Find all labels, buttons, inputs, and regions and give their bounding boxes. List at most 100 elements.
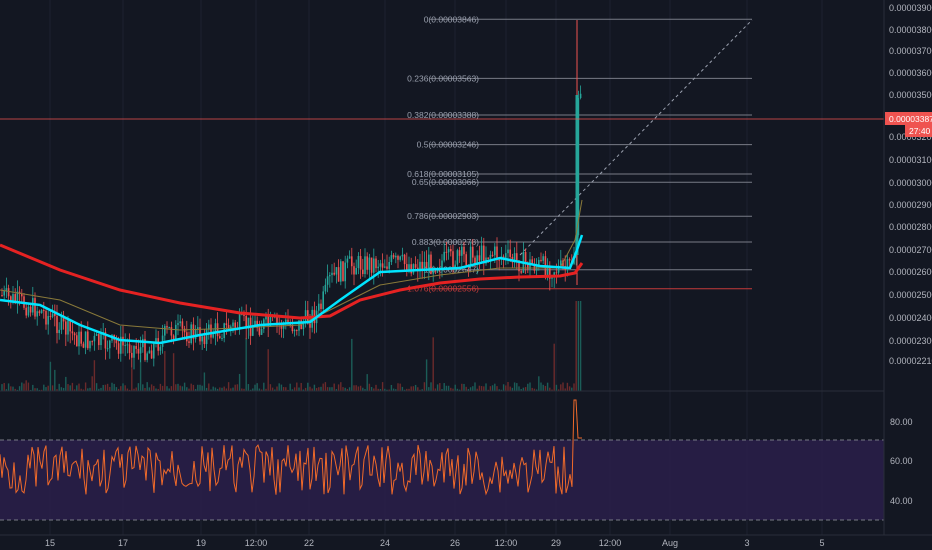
volume-bar [577,301,580,391]
candle-body [480,245,483,261]
volume-bar [423,382,426,391]
volume-bar [102,384,104,391]
candle-body [194,329,197,339]
candle-body [414,264,417,268]
volume-bar [122,383,124,391]
candle-body [183,328,186,333]
volume-bar [254,384,256,391]
candle-body [513,253,516,263]
volume-bar [395,389,397,391]
volume-bar [443,383,445,391]
volume-bar [467,389,470,391]
volume-bar [340,382,342,391]
candle-body [67,320,69,335]
volume-bar [267,349,269,391]
volume-bar [384,388,386,391]
volume-bar [419,389,421,391]
volume-bar [355,385,357,391]
volume-bar [60,387,63,391]
volume-bar [227,382,230,391]
candle-body [175,324,177,340]
candle-body [388,262,390,269]
volume-bar [533,388,536,391]
candle-body [463,246,465,255]
candle-body [100,334,102,346]
volume-bar [82,389,85,391]
volume-bar [51,385,54,391]
volume-bar [18,386,21,391]
volume-bar [337,384,340,391]
candle-body [212,334,214,338]
candle-body [225,323,228,326]
candle-body [51,313,54,317]
volume-bar [98,388,100,391]
candle-body [518,260,520,272]
candle-body [115,339,118,344]
fib-trend-line[interactable] [519,19,753,256]
candle-body [399,256,401,260]
volume-bar [322,383,324,391]
volume-bar [265,388,267,391]
volume-bar [199,384,201,391]
time-scale-label: 12:00 [495,538,518,548]
volume-bar [333,383,335,391]
volume-bar [335,389,338,391]
volume-bar [80,388,82,391]
candle-body [364,256,366,275]
volume-bar [139,354,142,391]
fibonacci-retracement[interactable]: 0(0.00003846) 0.236(0.00003563) 0.382(0.00… [407,14,752,294]
candle-body [390,255,393,263]
volume-bar [25,380,27,391]
candle-body [302,322,305,330]
volume-bar [135,387,137,391]
volume-bar [287,389,289,391]
price-scale-label: 0.00002400 [889,313,932,323]
time-scale-label: 5 [819,538,824,548]
price-scale[interactable]: 0.00003900 0.00003800 0.00003700 0.00003600… [883,0,932,535]
candle-body [205,329,208,345]
candle-body [109,340,111,349]
volume-bar [276,386,278,391]
candle-body [516,253,518,261]
candle-body [216,323,219,337]
volume-bar [483,386,485,391]
volume-bar [489,386,492,391]
volume-bar [445,385,448,391]
volume-bar [329,387,331,391]
rsi-pane[interactable] [0,399,884,521]
candle-body [392,255,395,258]
volume-bar [351,338,353,391]
candle-body [12,294,14,303]
volume-bar [364,389,366,391]
candle-body [309,323,311,328]
volume-bar [12,386,14,391]
volume-bar [137,383,140,391]
price-scale-label: 0.00003500 [889,90,932,100]
volume-bar [458,389,461,391]
volume-bar [172,353,175,391]
volume-bar [78,383,80,391]
volume-bar [375,384,377,391]
volume-bar [23,383,25,391]
candle-body [324,284,327,292]
fib-level-label: 0.236(0.00003563) [407,73,479,83]
candle-body [120,336,122,354]
price-pane[interactable]: 0(0.00003846) 0.236(0.00003563) 0.382(0.00… [0,14,884,391]
volume-bar [557,389,560,391]
price-scale-label: 0.00002210 [889,356,932,366]
candle-body [555,272,558,274]
candle-body [428,254,430,269]
volume-bar [216,388,219,391]
volume-bar [390,384,393,391]
ema-fast-line [0,234,584,345]
candle-body [491,254,494,256]
time-scale[interactable]: 15 17 19 12:00 22 24 26 12:00 29 12:00 Aug 3 5 [0,534,932,548]
volume-bar [69,385,71,391]
fib-level-label: 1(0.00002647) [424,265,479,275]
volume-bar [302,389,305,391]
candle-body [447,249,450,253]
volume-bar [291,389,294,391]
candle-body [247,317,250,329]
volume-bar [252,388,254,391]
